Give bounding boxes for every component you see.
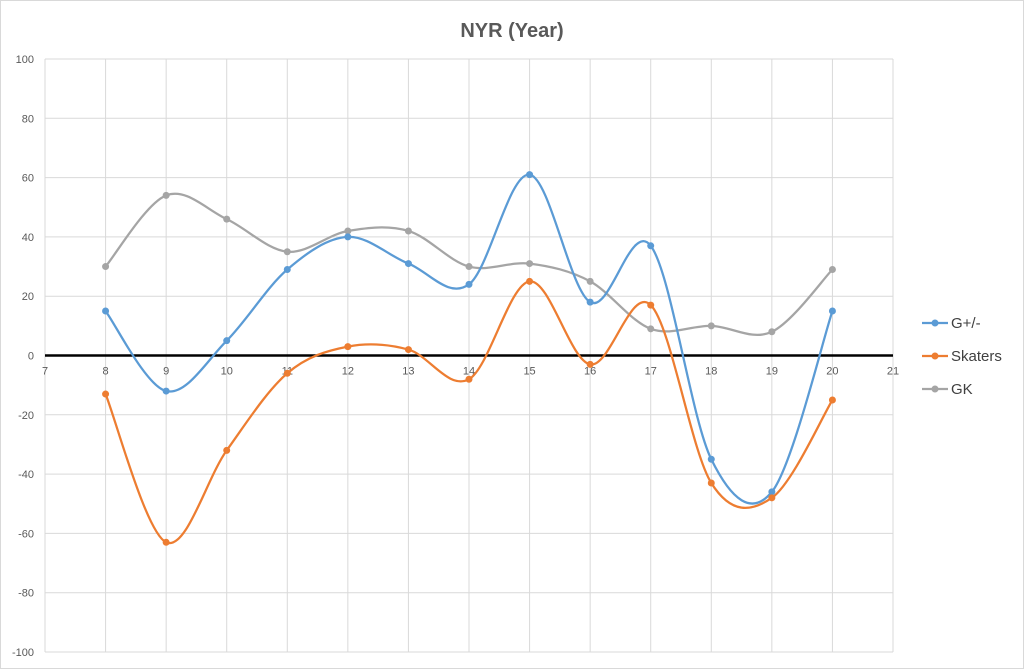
data-point: [647, 325, 655, 333]
data-point: [768, 328, 776, 336]
x-tick-label: 20: [826, 366, 838, 378]
data-point: [102, 390, 110, 398]
series-g-: [102, 171, 836, 505]
data-point: [707, 479, 715, 487]
y-tick-label: 20: [22, 291, 34, 303]
legend-label: G+/-: [951, 315, 981, 332]
y-tick-label: 100: [16, 54, 34, 66]
y-tick-label: -60: [18, 528, 34, 540]
legend-swatch-marker: [931, 319, 939, 327]
data-point: [404, 260, 412, 268]
legend-label: Skaters: [951, 348, 1002, 365]
x-tick-label: 16: [584, 366, 596, 378]
x-tick-label: 9: [163, 366, 169, 378]
data-point: [404, 346, 412, 354]
series-layer: [102, 171, 836, 546]
x-tick-label: 12: [342, 366, 354, 378]
data-point: [768, 494, 776, 502]
data-point: [162, 387, 170, 395]
series-line: [104, 173, 834, 505]
data-point: [647, 242, 655, 250]
data-point: [465, 375, 473, 383]
data-point: [647, 301, 655, 309]
data-point: [586, 277, 594, 285]
data-point: [586, 298, 594, 306]
x-tick-label: 8: [103, 366, 109, 378]
y-tick-label: -100: [12, 647, 34, 659]
legend-item: Skaters: [922, 348, 1002, 365]
data-point: [223, 446, 231, 454]
legend-item: GK: [922, 381, 973, 398]
data-point: [526, 277, 534, 285]
data-point: [586, 360, 594, 368]
data-point: [283, 369, 291, 377]
x-tick-label: 18: [705, 366, 717, 378]
legend: G+/- Skaters GK: [922, 315, 1002, 398]
data-point: [526, 260, 534, 268]
y-tick-label: -40: [18, 469, 34, 481]
y-tick-label: -80: [18, 588, 34, 600]
data-point: [828, 266, 836, 274]
data-point: [102, 263, 110, 271]
data-point: [283, 266, 291, 274]
legend-item: G+/-: [922, 315, 981, 332]
data-point: [465, 280, 473, 288]
data-point: [162, 538, 170, 546]
x-tick-label: 7: [42, 366, 48, 378]
y-tick-label: 0: [28, 351, 34, 363]
data-point: [344, 227, 352, 235]
x-tick-label: 17: [645, 366, 657, 378]
x-tick-label: 14: [463, 366, 475, 378]
data-point: [768, 488, 776, 496]
data-point: [828, 396, 836, 404]
data-point: [465, 263, 473, 271]
legend-label: GK: [951, 381, 973, 398]
data-point: [223, 215, 231, 223]
x-tick-label: 21: [887, 366, 899, 378]
data-point: [162, 191, 170, 199]
series-skaters: [102, 277, 836, 546]
chart-title: NYR (Year): [460, 20, 563, 42]
data-point: [828, 307, 836, 315]
y-tick-label: 80: [22, 113, 34, 125]
x-tick-label: 10: [221, 366, 233, 378]
x-axis-ticks: 789101112131415161718192021: [42, 366, 899, 378]
y-tick-label: 40: [22, 232, 34, 244]
data-point: [283, 248, 291, 256]
data-point: [526, 171, 534, 179]
data-point: [223, 337, 231, 345]
legend-swatch-marker: [931, 352, 939, 360]
y-tick-label: -20: [18, 410, 34, 422]
x-tick-label: 19: [766, 366, 778, 378]
data-point: [344, 233, 352, 241]
series-gk: [102, 191, 836, 336]
data-point: [404, 227, 412, 235]
data-point: [707, 455, 715, 463]
y-tick-label: 60: [22, 173, 34, 185]
x-tick-label: 15: [523, 366, 535, 378]
legend-swatch-marker: [931, 385, 939, 393]
y-axis-ticks: -100 -80 -60 -40 -20 0 20 40 60 80 100: [12, 54, 34, 659]
x-tick-label: 13: [402, 366, 414, 378]
data-point: [344, 343, 352, 351]
data-point: [707, 322, 715, 330]
data-point: [102, 307, 110, 315]
